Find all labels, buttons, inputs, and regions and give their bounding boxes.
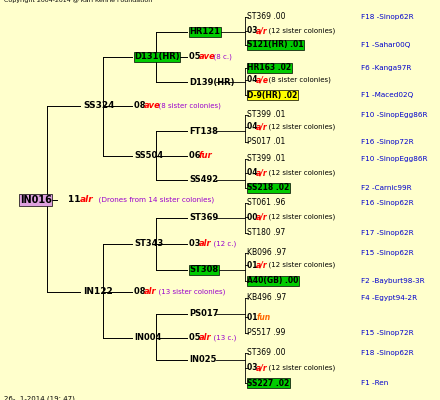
Text: alr: alr [80,196,93,204]
Text: 04: 04 [247,168,260,177]
Text: ST308: ST308 [189,266,218,274]
Text: a/r: a/r [256,213,267,222]
Text: (8 sister colonies): (8 sister colonies) [264,77,330,83]
Text: A40(GB) .00: A40(GB) .00 [247,276,299,285]
Text: S121(HR) .01: S121(HR) .01 [247,40,304,49]
Text: ave: ave [144,102,161,110]
Text: a/e: a/e [256,76,268,84]
Text: 05: 05 [189,52,204,61]
Text: 01: 01 [247,313,260,322]
Text: F6 -Kanga97R: F6 -Kanga97R [361,65,411,71]
Text: (12 c.): (12 c.) [209,241,237,247]
Text: (8 c.): (8 c.) [209,54,232,60]
Text: ave: ave [199,52,216,61]
Text: 03: 03 [189,240,204,248]
Text: ST061 .96: ST061 .96 [247,198,286,207]
Text: F15 -Sinop72R: F15 -Sinop72R [361,330,414,336]
Text: F10 -SinopEgg86R: F10 -SinopEgg86R [361,112,427,118]
Text: (13 c.): (13 c.) [209,335,237,341]
Text: a/r: a/r [256,168,267,177]
Text: ST399 .01: ST399 .01 [247,154,286,163]
Text: F16 -Sinop62R: F16 -Sinop62R [361,200,414,206]
Text: (12 sister colonies): (12 sister colonies) [264,365,335,371]
Text: IN025: IN025 [189,356,216,364]
Text: D-9(HR) .02: D-9(HR) .02 [247,91,297,100]
Text: ST399 .01: ST399 .01 [247,110,286,119]
Text: PS017: PS017 [189,310,219,318]
Text: 03: 03 [247,26,260,35]
Text: KB496 .97: KB496 .97 [247,294,286,302]
Text: a/r: a/r [256,122,267,131]
Text: 04: 04 [247,122,260,131]
Text: KB096 .97: KB096 .97 [247,248,286,257]
Text: (12 sister colonies): (12 sister colonies) [264,262,335,268]
Text: 03: 03 [247,364,260,372]
Text: F10 -SinopEgg86R: F10 -SinopEgg86R [361,156,427,162]
Text: (12 sister colonies): (12 sister colonies) [264,28,335,34]
Text: 11: 11 [68,196,84,204]
Text: F15 -Sinop62R: F15 -Sinop62R [361,250,414,256]
Text: SS227 .02: SS227 .02 [247,379,290,388]
Text: IN122: IN122 [84,288,114,296]
Text: ST369 .00: ST369 .00 [247,12,286,21]
Text: F17 -Sinop62R: F17 -Sinop62R [361,230,414,236]
Text: F2 -Carnic99R: F2 -Carnic99R [361,185,411,191]
Text: D131(HR): D131(HR) [134,52,180,61]
Text: ST343: ST343 [134,240,163,248]
Text: F18 -Sinop62R: F18 -Sinop62R [361,14,414,20]
Text: fun: fun [257,313,271,322]
Text: F4 -Egypt94-2R: F4 -Egypt94-2R [361,295,417,301]
Text: SS504: SS504 [134,152,163,160]
Text: 26-  1-2014 (19: 47): 26- 1-2014 (19: 47) [4,396,75,400]
Text: F16 -Sinop72R: F16 -Sinop72R [361,139,414,145]
Text: a/r: a/r [256,364,267,372]
Text: (12 sister colonies): (12 sister colonies) [264,214,335,220]
Text: F18 -Sinop62R: F18 -Sinop62R [361,350,414,356]
Text: 01: 01 [247,261,260,270]
Text: alr: alr [199,240,212,248]
Text: D139(HR): D139(HR) [189,78,235,86]
Text: 08: 08 [134,288,149,296]
Text: 04: 04 [247,76,260,84]
Text: IN004: IN004 [134,334,161,342]
Text: 08: 08 [134,102,149,110]
Text: IN016: IN016 [20,195,51,205]
Text: 00: 00 [247,213,260,222]
Text: F1 -Sahar00Q: F1 -Sahar00Q [361,42,410,48]
Text: (Drones from 14 sister colonies): (Drones from 14 sister colonies) [94,197,214,203]
Text: PS517 .99: PS517 .99 [247,328,286,337]
Text: (8 sister colonies): (8 sister colonies) [154,103,221,109]
Text: F1 -Ren: F1 -Ren [361,380,388,386]
Text: (13 sister colonies): (13 sister colonies) [154,289,226,295]
Text: SS218 .02: SS218 .02 [247,184,290,192]
Text: Copyright 2004-2014 @ Karl Kehrle Foundation: Copyright 2004-2014 @ Karl Kehrle Founda… [4,0,153,3]
Text: (12 sister colonies): (12 sister colonies) [264,170,335,176]
Text: HR163 .02: HR163 .02 [247,64,291,72]
Text: 06: 06 [189,152,204,160]
Text: F2 -Bayburt98-3R: F2 -Bayburt98-3R [361,278,425,284]
Text: HR121: HR121 [189,28,220,36]
Text: a/r: a/r [256,26,267,35]
Text: ST180 .97: ST180 .97 [247,228,286,237]
Text: fur: fur [199,152,213,160]
Text: PS017 .01: PS017 .01 [247,138,286,146]
Text: a/r: a/r [256,261,267,270]
Text: alr: alr [199,334,212,342]
Text: (12 sister colonies): (12 sister colonies) [264,124,335,130]
Text: 05: 05 [189,334,204,342]
Text: ST369 .00: ST369 .00 [247,348,286,357]
Text: alr: alr [144,288,157,296]
Text: F1 -Maced02Q: F1 -Maced02Q [361,92,413,98]
Text: ST369: ST369 [189,214,218,222]
Text: FT138: FT138 [189,127,218,136]
Text: SS492: SS492 [189,176,218,184]
Text: SS324: SS324 [84,102,115,110]
